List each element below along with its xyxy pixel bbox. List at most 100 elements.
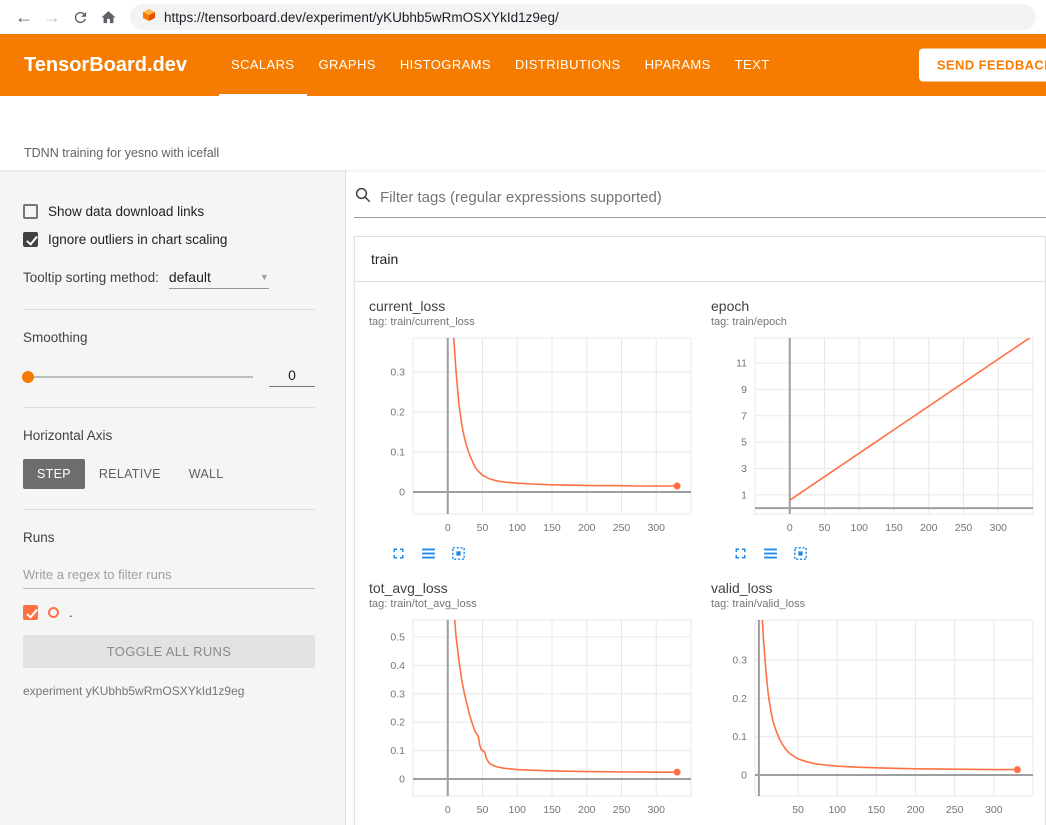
svg-text:0: 0 [399,487,405,499]
ignore-outliers-checkbox[interactable] [23,232,38,247]
smoothing-slider-thumb[interactable] [22,371,34,383]
site-favicon [142,8,156,27]
url-text[interactable]: https://tensorboard.dev/experiment/yKUbh… [164,10,559,25]
svg-text:300: 300 [647,804,665,816]
chart-tag: tag: train/epoch [711,316,1046,328]
train-group-card: train current_loss tag: train/current_lo… [354,236,1046,825]
chevron-down-icon: ▼ [260,272,269,282]
toggle-y-axis-icon[interactable] [761,544,779,562]
line-chart-canvas[interactable]: 0501001502002503001357911 [709,332,1039,540]
run-row[interactable]: . [23,605,315,620]
svg-text:0: 0 [445,804,451,816]
svg-text:300: 300 [985,804,1003,816]
reload-icon[interactable] [66,3,94,31]
tag-filter-input[interactable] [380,189,1046,206]
chart-tag: tag: train/current_loss [369,316,709,328]
chart-tot-avg-loss: tot_avg_loss tag: train/tot_avg_loss 050… [367,580,709,825]
svg-text:200: 200 [907,804,925,816]
svg-text:200: 200 [578,804,596,816]
svg-text:0.1: 0.1 [732,731,747,743]
search-icon [354,186,372,209]
toggle-all-runs-button[interactable]: TOGGLE ALL RUNS [23,635,315,668]
svg-text:150: 150 [868,804,886,816]
main-panel: train current_loss tag: train/current_lo… [346,170,1046,825]
chart-title: valid_loss [711,580,1046,596]
svg-text:0.3: 0.3 [390,367,405,379]
show-download-row[interactable]: Show data download links [23,204,315,219]
experiment-note: experiment yKUbhb5wRmOSXYkId1z9eg [23,684,315,698]
toggle-y-axis-icon[interactable] [419,544,437,562]
charts-grid: current_loss tag: train/current_loss 050… [355,282,1045,825]
ignore-outliers-row[interactable]: Ignore outliers in chart scaling [23,232,315,247]
svg-text:3: 3 [741,463,747,475]
tab-hparams[interactable]: HPARAMS [633,34,723,96]
svg-text:0.3: 0.3 [390,688,405,700]
nav-tabs: SCALARS GRAPHS HISTOGRAMS DISTRIBUTIONS … [219,34,782,96]
chart-valid-loss: valid_loss tag: train/valid_loss 50 100 15… [709,580,1046,825]
run-name: . [69,605,73,620]
fit-domain-icon[interactable] [449,544,467,562]
line-chart-canvas[interactable]: 05010015020025030000.10.20.30.40.5 [367,614,697,822]
chart-tag: tag: train/valid_loss [711,598,1046,610]
send-feedback-button[interactable]: SEND FEEDBACK [919,49,1046,82]
line-chart-canvas[interactable]: 05010015020025030000.10.20.3 [367,332,697,540]
run-checkbox[interactable] [23,605,38,620]
tooltip-sorting-select[interactable]: default ▼ [169,269,269,289]
browser-toolbar: ← → https://tensorboard.dev/experiment/y… [0,0,1046,34]
tab-distributions[interactable]: DISTRIBUTIONS [503,34,633,96]
expand-chart-icon[interactable] [731,544,749,562]
experiment-description: TDNN training for yesno with icefall [24,146,219,160]
svg-text:0: 0 [741,769,747,781]
forward-icon[interactable]: → [38,3,66,31]
svg-text:50: 50 [792,804,804,816]
expand-chart-icon[interactable] [389,544,407,562]
axis-step-button[interactable]: STEP [23,459,85,489]
train-group-header[interactable]: train [355,237,1045,282]
axis-wall-button[interactable]: WALL [175,459,238,489]
runs-label: Runs [23,530,315,545]
runs-filter-input[interactable] [23,561,315,589]
tab-scalars[interactable]: SCALARS [219,34,307,96]
svg-text:0.2: 0.2 [390,717,405,729]
chart-tag: tag: train/tot_avg_loss [369,598,709,610]
tooltip-sorting-label: Tooltip sorting method: [23,270,159,285]
smoothing-value[interactable]: 0 [269,367,315,387]
svg-text:7: 7 [741,410,747,422]
tag-filter-row [354,186,1046,218]
address-bar[interactable]: https://tensorboard.dev/experiment/yKUbh… [130,4,1036,30]
app-header: TensorBoard.dev SCALARS GRAPHS HISTOGRAM… [0,34,1046,96]
line-chart-canvas[interactable]: 5010015020025030000.10.20.3 [709,614,1039,822]
horizontal-axis-label: Horizontal Axis [23,428,315,443]
chart-current-loss: current_loss tag: train/current_loss 050… [367,298,709,562]
svg-text:50: 50 [819,522,831,534]
divider [23,509,315,510]
svg-text:100: 100 [508,804,526,816]
svg-text:50: 50 [477,804,489,816]
svg-text:0.1: 0.1 [390,745,405,757]
tab-graphs[interactable]: GRAPHS [307,34,388,96]
tab-text[interactable]: TEXT [723,34,782,96]
fit-domain-icon[interactable] [791,544,809,562]
divider [23,407,315,408]
svg-text:0.5: 0.5 [390,632,405,644]
back-icon[interactable]: ← [10,3,38,31]
svg-text:250: 250 [613,804,631,816]
home-icon[interactable] [94,3,122,31]
svg-text:100: 100 [828,804,846,816]
svg-text:50: 50 [477,522,489,534]
svg-text:250: 250 [613,522,631,534]
content: Show data download links Ignore outliers… [0,170,1046,825]
tab-histograms[interactable]: HISTOGRAMS [388,34,503,96]
smoothing-label: Smoothing [23,330,315,345]
app-logo[interactable]: TensorBoard.dev [24,54,187,77]
svg-text:250: 250 [946,804,964,816]
svg-text:9: 9 [741,384,747,396]
svg-text:300: 300 [989,522,1007,534]
svg-text:250: 250 [955,522,973,534]
svg-text:0.2: 0.2 [732,693,747,705]
axis-relative-button[interactable]: RELATIVE [85,459,175,489]
run-color-swatch[interactable] [48,607,59,618]
show-download-checkbox[interactable] [23,204,38,219]
smoothing-slider[interactable] [23,376,253,378]
svg-text:150: 150 [885,522,903,534]
